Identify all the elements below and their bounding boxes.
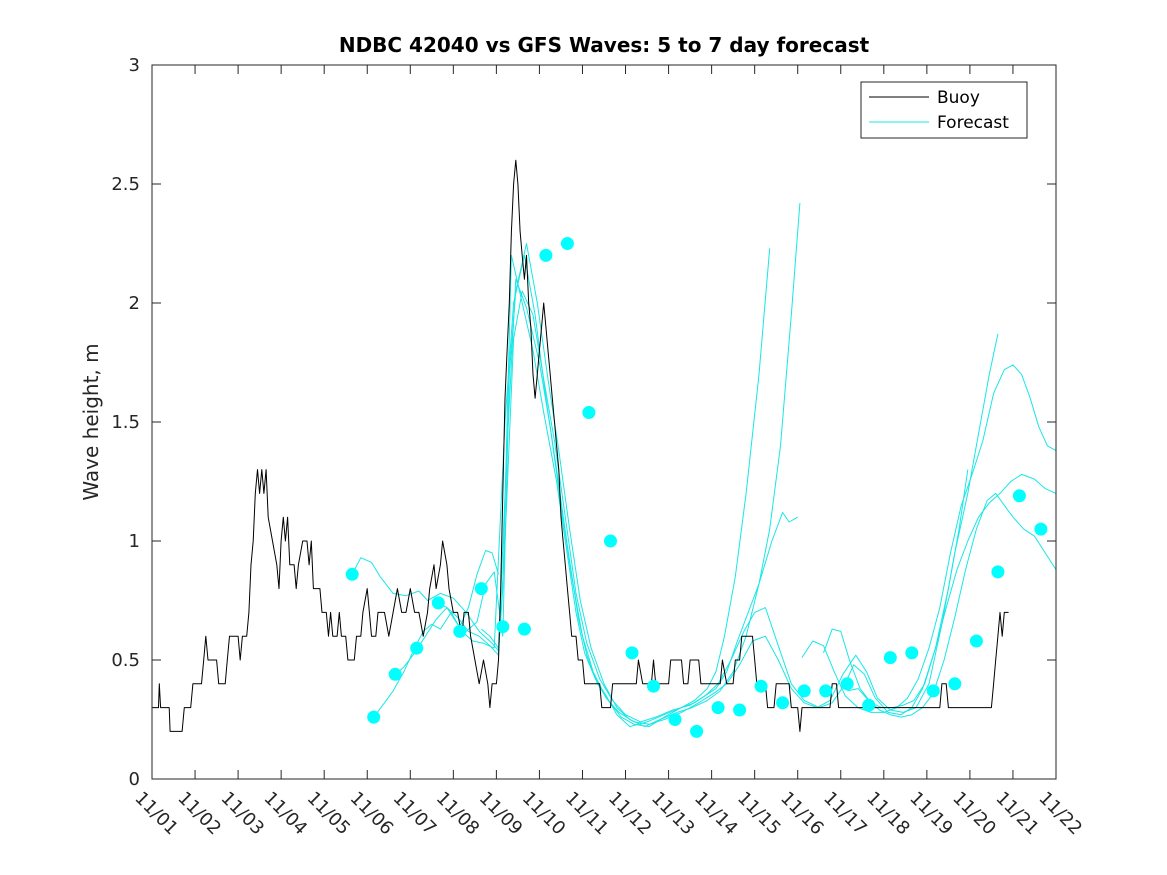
y-tick-label: 2 bbox=[129, 293, 140, 314]
y-axis: 0 0.5 1 1.5 2 2.5 3 bbox=[111, 55, 1056, 790]
y-tick-label: 1.5 bbox=[111, 412, 140, 433]
forecast-marker-point bbox=[474, 582, 488, 596]
chart-title: NDBC 42040 vs GFS Waves: 5 to 7 day fore… bbox=[339, 33, 870, 57]
forecast-marker-point bbox=[776, 696, 790, 710]
forecast-marker-point bbox=[711, 701, 725, 715]
buoy-series-line bbox=[152, 159, 1009, 732]
forecast-marker-point bbox=[410, 641, 424, 655]
forecast-marker-point bbox=[862, 698, 876, 712]
forecast-marker-point bbox=[453, 624, 467, 638]
y-tick-label: 0 bbox=[129, 769, 140, 790]
y-tick-label: 3 bbox=[129, 55, 140, 76]
forecast-marker-point bbox=[883, 651, 897, 665]
forecast-marker-point bbox=[345, 567, 359, 581]
forecast-marker-point bbox=[517, 622, 531, 636]
legend-box bbox=[860, 81, 1028, 139]
y-axis-label: Wave height, m bbox=[79, 343, 103, 500]
forecast-marker-point bbox=[969, 634, 983, 648]
forecast-marker-point bbox=[905, 646, 919, 660]
forecast-marker-point bbox=[668, 713, 682, 726]
forecast-marker-point bbox=[754, 679, 768, 693]
forecast-marker-point bbox=[991, 565, 1005, 579]
forecast-marker-point bbox=[1034, 522, 1048, 536]
forecast-marker-point bbox=[496, 620, 510, 634]
marker-layer bbox=[345, 237, 1048, 738]
forecast-marker-point bbox=[840, 677, 854, 691]
forecast-marker-point bbox=[690, 724, 704, 738]
forecast-marker-point bbox=[948, 677, 962, 691]
y-tick-label: 2.5 bbox=[111, 174, 140, 195]
forecast-marker-point bbox=[367, 710, 381, 724]
legend-buoy-label: Buoy bbox=[937, 88, 980, 108]
forecast-marker-point bbox=[431, 596, 445, 610]
forecast-series-line-4 bbox=[438, 290, 969, 723]
forecast-marker-point bbox=[625, 646, 639, 660]
forecast-marker-point bbox=[1012, 489, 1026, 503]
forecast-marker-point bbox=[797, 684, 811, 698]
forecast-series-line-5 bbox=[459, 550, 499, 627]
y-tick-label: 0.5 bbox=[111, 650, 140, 671]
forecast-marker-point bbox=[647, 679, 660, 693]
forecast-marker-point bbox=[582, 406, 596, 419]
y-tick-label: 1 bbox=[129, 531, 140, 552]
forecast-series-line-8 bbox=[823, 473, 1057, 709]
forecast-series-line-1 bbox=[351, 248, 771, 728]
forecast-marker-point bbox=[560, 237, 574, 250]
forecast-marker-point bbox=[819, 684, 833, 698]
legend: Buoy Forecast bbox=[860, 81, 1028, 139]
forecast-series-line-3 bbox=[394, 243, 798, 728]
forecast-marker-point bbox=[604, 534, 617, 548]
forecast-series-line-7 bbox=[801, 364, 1057, 713]
forecast-marker-point bbox=[388, 667, 402, 681]
series-layer bbox=[152, 159, 1057, 732]
forecast-marker-point bbox=[539, 248, 553, 262]
legend-forecast-label: Forecast bbox=[937, 113, 1009, 133]
plot-area bbox=[152, 65, 1056, 779]
forecast-marker-point bbox=[733, 703, 747, 717]
forecast-series-line-9 bbox=[847, 492, 1057, 718]
forecast-marker-point bbox=[926, 684, 940, 698]
